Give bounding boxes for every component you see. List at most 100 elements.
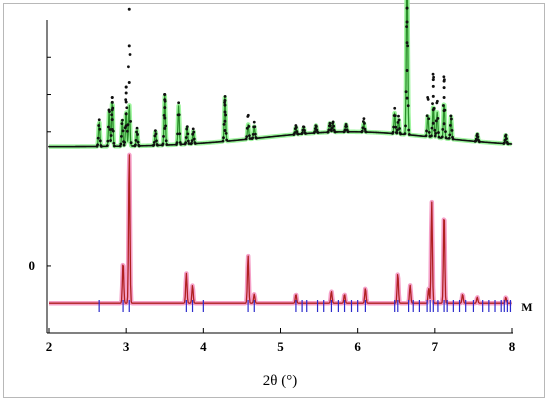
observed-point: [441, 128, 445, 131]
observed-point: [161, 142, 165, 146]
observed-point: [440, 135, 444, 139]
observed-point: [224, 113, 228, 117]
x-ticks: 2 3 4 5 6 7 8: [46, 328, 516, 354]
observed-point: [109, 139, 112, 142]
observed-point: [163, 126, 167, 130]
observed-point: [295, 130, 299, 133]
observed-point: [186, 132, 190, 136]
x-tick-label: 6: [354, 339, 361, 354]
observed-point: [125, 106, 129, 110]
observed-point: [406, 104, 410, 108]
observed-point: [247, 125, 251, 128]
observed-point: [112, 141, 116, 145]
calculated-profile-halo: [47, 0, 514, 149]
observed-point: [107, 125, 110, 129]
observed-point: [124, 124, 128, 128]
observed-point: [431, 108, 435, 112]
observed-point: [154, 129, 157, 133]
observed-point: [164, 139, 168, 143]
observed-point: [425, 114, 429, 118]
observed-point: [434, 131, 438, 135]
observed-point: [97, 124, 101, 127]
observed-point: [136, 140, 140, 144]
observed-point: [474, 137, 478, 141]
observed-point: [110, 127, 114, 131]
observed-point: [442, 79, 446, 83]
observed-point: [450, 117, 453, 121]
observed-point: [431, 84, 435, 88]
y-tick-label: 0: [29, 258, 36, 273]
observed-point: [363, 121, 366, 125]
observed-point: [405, 25, 408, 29]
observed-point: [223, 103, 227, 107]
observed-point: [404, 124, 407, 128]
observed-point: [404, 90, 408, 94]
observed-point: [191, 127, 195, 131]
observed-point: [185, 127, 189, 131]
observed-point: [442, 96, 446, 99]
observed-point: [362, 117, 366, 121]
observed-point: [396, 128, 399, 132]
observed-point: [343, 128, 347, 132]
observed-point: [344, 122, 348, 126]
observed-point: [153, 134, 157, 138]
observed-point: [126, 65, 130, 69]
observed-point: [251, 133, 255, 136]
observed-point: [192, 137, 196, 141]
observed-point: [129, 141, 133, 145]
observed-point: [447, 136, 451, 140]
observed-point: [121, 118, 124, 122]
observed-point: [136, 133, 139, 136]
observed-point: [442, 122, 446, 126]
observed-point: [244, 137, 248, 141]
observed-point: [223, 119, 227, 123]
observed-point: [128, 53, 132, 56]
observed-point: [360, 129, 364, 133]
observed-point: [224, 132, 228, 135]
observed-point: [403, 132, 407, 135]
observed-point: [434, 119, 438, 123]
observed-point: [106, 139, 110, 143]
observed-point: [505, 137, 508, 141]
observed-point: [127, 81, 131, 85]
x-tick-label: 5: [277, 339, 284, 354]
observed-point: [163, 106, 167, 110]
observed-point: [222, 136, 225, 140]
observed-point: [178, 132, 182, 136]
observed-point: [124, 85, 128, 89]
observed-point: [163, 116, 167, 120]
observed-point: [245, 126, 249, 130]
reflection-ticks: [98, 300, 512, 312]
observed-point: [405, 6, 409, 10]
observed-point: [391, 130, 395, 134]
observed-point: [96, 136, 100, 140]
observed-point: [435, 99, 439, 103]
observed-point: [251, 136, 255, 140]
observed-point: [248, 134, 251, 138]
observed-point: [363, 127, 367, 131]
observed-point: [430, 126, 434, 130]
observed-point: [504, 133, 508, 137]
observed-point: [124, 98, 128, 102]
observed-point: [426, 97, 430, 101]
observed-point: [105, 144, 109, 148]
calculated-profile-line: [48, 154, 512, 304]
observed-point: [437, 131, 440, 134]
observed-point: [361, 126, 365, 130]
observed-point: [300, 131, 304, 135]
observed-point: [330, 126, 334, 130]
x-tick-label: 2: [46, 339, 53, 354]
observed-points: [48, 6, 513, 148]
observed-point: [125, 129, 129, 133]
observed-point: [108, 110, 111, 114]
observed-point: [154, 132, 158, 136]
observed-point: [97, 118, 101, 122]
observed-point: [253, 132, 257, 136]
observed-point: [293, 131, 297, 135]
observed-point: [510, 143, 513, 145]
observed-point: [502, 141, 506, 145]
observed-point: [223, 110, 227, 114]
observed-point: [221, 139, 225, 143]
observed-point: [425, 129, 428, 133]
